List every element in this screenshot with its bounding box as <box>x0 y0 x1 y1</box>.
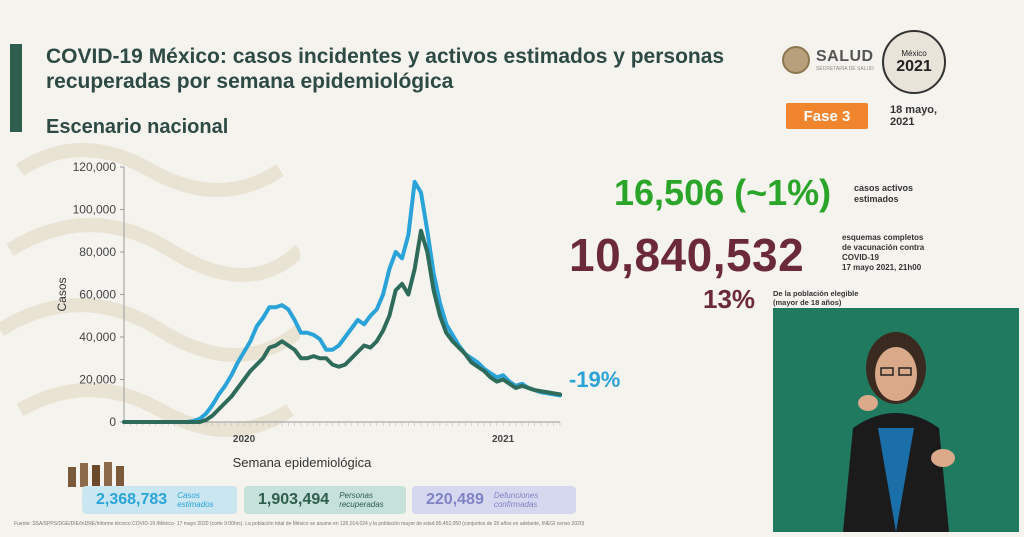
source-footnote: Fuente: SSA/SPPS/DGE/DIE/InDRE/Informe t… <box>14 521 585 527</box>
salud-logo-text: SALUD <box>816 48 874 65</box>
title-accent-bar <box>10 44 22 132</box>
background-watermark <box>0 143 300 437</box>
stat-recovered-label-line1: Personas <box>339 491 373 500</box>
page-title: COVID-19 México: casos incidentes y acti… <box>46 45 725 93</box>
eligible-caption-line1: De la población elegible <box>773 289 859 298</box>
weekly-change-value: -19% <box>569 367 621 392</box>
stat-recovered: 1,903,494 Personas recuperadas <box>244 486 406 514</box>
y-tick-label: 100,000 <box>73 203 117 217</box>
x-year-label: 2021 <box>492 434 515 445</box>
vaccination-caption-line4: 17 mayo 2021, 21h00 <box>842 263 922 272</box>
stat-recovered-value: 1,903,494 <box>258 491 330 508</box>
series-line-recovered <box>122 228 562 424</box>
report-date-line2: 2021 <box>890 116 915 128</box>
stat-estimated-cases-label-line2: estimados <box>177 500 214 509</box>
x-year-label: 2020 <box>233 434 256 445</box>
vaccination-value: 10,840,532 <box>569 229 805 281</box>
series-line-estimated <box>122 179 562 424</box>
stat-estimated-cases-value: 2,368,783 <box>96 491 168 508</box>
y-tick-label: 0 <box>109 415 116 429</box>
stat-estimated-cases: 2,368,783 Casos estimados <box>82 486 237 514</box>
stat-deaths-label: Defunciones confirmadas <box>494 491 538 509</box>
salud-logo: SALUD SECRETARÍA DE SALUD <box>782 46 874 74</box>
stat-deaths-label-line1: Defunciones <box>493 491 539 500</box>
vaccination-caption: esquemas completos de vacunación contra … <box>842 233 952 273</box>
mexico-2021-logo: México 2021 <box>882 30 946 94</box>
active-cases-caption: casos activos estimados <box>854 183 944 205</box>
y-axis-label: Casos <box>55 277 69 311</box>
mexico-logo-year: 2021 <box>896 57 932 75</box>
page-subtitle: Escenario nacional <box>46 116 229 138</box>
vaccination-caption-line2: de vacunación contra <box>842 243 925 252</box>
y-tick-label: 40,000 <box>79 330 116 344</box>
stat-estimated-cases-label-line1: Casos <box>177 491 200 500</box>
active-cases-caption-line1: casos activos <box>854 183 914 193</box>
eligible-percent-value: 13% <box>703 284 756 314</box>
cases-line-chart: 0 20,000 40,000 60,000 80,000 100,000 120,000 2… <box>55 160 562 470</box>
y-tick-label: 120,000 <box>73 160 117 174</box>
eagle-seal-icon <box>782 46 810 74</box>
stat-deaths: 220,489 Defunciones confirmadas <box>412 486 576 514</box>
report-date: 18 mayo, 2021 <box>890 104 937 128</box>
stat-recovered-label: Personas recuperadas <box>339 491 383 509</box>
x-axis-label: Semana epidemiológica <box>233 455 373 470</box>
eligible-caption-line2: (mayor de 18 años) <box>773 298 842 307</box>
vaccination-caption-line1: esquemas completos <box>842 233 924 242</box>
mexico-logo-text: México <box>901 48 927 58</box>
stat-deaths-label-line2: confirmadas <box>493 500 538 509</box>
active-cases-caption-line2: estimados <box>854 194 899 204</box>
stat-estimated-cases-label: Casos estimados <box>177 491 213 509</box>
sign-language-interpreter-video <box>773 308 1019 532</box>
y-tick-label: 80,000 <box>79 245 116 259</box>
people-illustration-icon <box>68 462 124 487</box>
y-tick-label: 20,000 <box>79 373 116 387</box>
report-date-line1: 18 mayo, <box>890 104 938 116</box>
y-tick-label: 60,000 <box>79 288 116 302</box>
salud-logo-subtext: SECRETARÍA DE SALUD <box>816 66 874 72</box>
vaccination-caption-line3: COVID-19 <box>842 253 879 262</box>
stat-deaths-value: 220,489 <box>426 491 484 508</box>
phase-badge: Fase 3 <box>786 103 868 129</box>
active-cases-value: 16,506 (~1%) <box>614 172 832 213</box>
eligible-percent-caption: De la población elegible (mayor de 18 añ… <box>773 289 893 307</box>
stat-recovered-label-line2: recuperadas <box>339 500 384 509</box>
